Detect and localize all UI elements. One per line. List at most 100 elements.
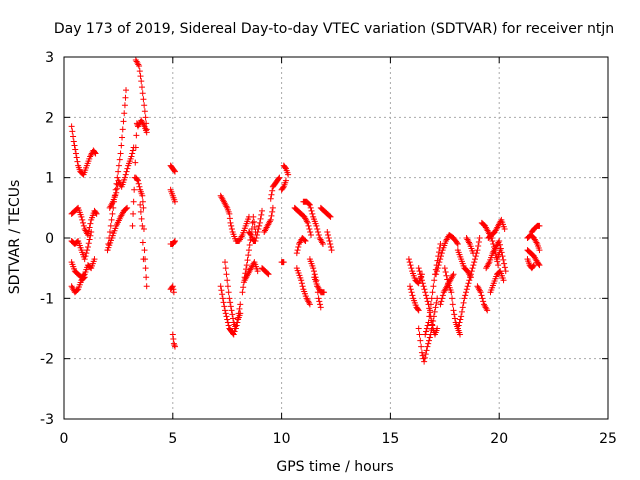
tick-layer: 0 5 10 15 20 25 -3 -2 -1 0 1 2 3: [40, 50, 617, 447]
data-point: [138, 215, 145, 222]
data-point: [141, 102, 148, 109]
data-point: [132, 159, 139, 166]
data-point: [450, 271, 457, 278]
data-point: [480, 298, 487, 305]
data-point: [73, 154, 80, 161]
data-point: [408, 289, 415, 296]
data-point: [280, 184, 287, 191]
data-point: [269, 187, 276, 194]
data-point: [230, 315, 237, 322]
data-point: [222, 259, 229, 266]
data-point: [443, 272, 450, 279]
data-point: [306, 225, 313, 232]
data-point: [418, 277, 425, 284]
data-point: [470, 262, 477, 269]
data-point: [119, 126, 126, 133]
data-point: [92, 150, 99, 157]
data-point: [71, 142, 78, 149]
data-point: [233, 322, 240, 329]
data-point: [141, 108, 148, 115]
data-point: [114, 174, 121, 181]
data-point: [87, 220, 94, 227]
data-point: [427, 301, 434, 308]
data-point: [456, 319, 463, 326]
data-point: [436, 259, 443, 266]
data-point: [139, 90, 146, 97]
data-point: [171, 167, 178, 174]
data-point: [415, 265, 422, 272]
data-point: [457, 316, 464, 323]
data-point: [136, 63, 143, 70]
data-point: [437, 301, 444, 308]
data-point: [171, 198, 178, 205]
data-point: [106, 228, 113, 235]
data-point: [117, 150, 124, 157]
data-point: [135, 180, 142, 187]
data-point: [137, 201, 144, 208]
data-point: [142, 265, 149, 272]
data-point: [255, 225, 262, 232]
data-point: [418, 274, 425, 281]
data-point: [304, 219, 311, 226]
data-point: [249, 219, 256, 226]
data-point: [501, 260, 508, 267]
data-point: [426, 337, 433, 344]
data-point: [306, 301, 313, 308]
data-point: [442, 268, 449, 275]
data-point: [124, 165, 131, 172]
data-point: [429, 289, 436, 296]
data-point: [246, 242, 253, 249]
data-point: [122, 94, 129, 101]
data-point: [327, 213, 334, 220]
data-point: [425, 319, 432, 326]
data-point: [68, 123, 75, 130]
data-point: [239, 289, 246, 296]
data-point: [112, 186, 119, 193]
data-point: [121, 174, 128, 181]
data-point: [245, 252, 252, 259]
data-point: [131, 186, 138, 193]
data-point: [450, 307, 457, 314]
data-point: [407, 286, 414, 293]
x-tick-label: 25: [599, 431, 617, 447]
data-point: [70, 138, 77, 145]
data-point: [314, 225, 321, 232]
data-point: [448, 289, 455, 296]
data-point: [406, 259, 413, 266]
data-point: [169, 283, 176, 290]
data-point: [535, 261, 542, 268]
data-point: [499, 253, 506, 260]
data-point: [88, 228, 95, 235]
data-point: [310, 268, 317, 275]
x-tick-label: 0: [60, 431, 69, 447]
data-point: [416, 268, 423, 275]
data-point: [218, 287, 225, 294]
data-point: [421, 358, 428, 365]
data-point: [264, 270, 271, 277]
data-point: [227, 299, 234, 306]
data-point: [458, 313, 465, 320]
data-point: [81, 274, 88, 281]
data-point: [170, 336, 177, 343]
data-point: [256, 219, 263, 226]
data-point: [224, 319, 231, 326]
data-point: [433, 299, 440, 306]
data-point: [428, 327, 435, 334]
data-point: [474, 247, 481, 254]
data-point: [459, 304, 466, 311]
data-point: [458, 308, 465, 315]
data-point: [138, 78, 145, 85]
data-point: [133, 132, 140, 139]
data-point: [454, 241, 461, 248]
data-point: [225, 289, 232, 296]
data-point: [455, 322, 462, 329]
data-point: [265, 271, 272, 278]
data-point: [134, 176, 141, 183]
data-point: [451, 315, 458, 322]
data-point: [421, 354, 428, 361]
data-point: [74, 287, 81, 294]
data-point: [254, 268, 261, 275]
data-point: [422, 331, 429, 338]
data-point: [306, 201, 313, 208]
data-point: [423, 328, 430, 335]
